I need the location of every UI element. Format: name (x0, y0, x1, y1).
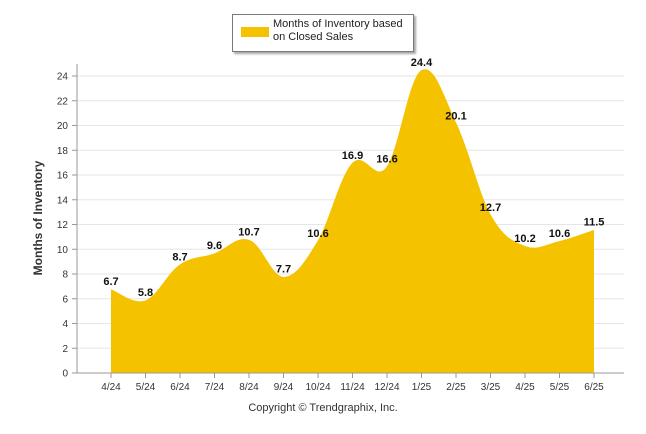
y-tick-label: 14 (57, 195, 69, 206)
data-label: 20.1 (445, 110, 466, 122)
y-tick-label: 12 (57, 220, 69, 231)
x-tick-label: 7/24 (205, 382, 225, 393)
data-label: 16.9 (342, 150, 363, 162)
data-label: 10.6 (307, 228, 328, 240)
data-label: 10.7 (238, 227, 259, 239)
y-tick-label: 10 (57, 245, 69, 256)
x-tick-label: 12/24 (374, 382, 399, 393)
y-tick-label: 8 (62, 270, 68, 281)
x-tick-label: 4/24 (101, 382, 121, 393)
y-tick-label: 18 (57, 146, 69, 157)
data-label: 5.8 (138, 287, 153, 299)
x-tick-label: 4/25 (515, 382, 535, 393)
y-axis-title: Months of Inventory (31, 160, 45, 276)
series-fill (111, 69, 594, 374)
legend-label: Months of Inventory based on Closed Sale… (273, 18, 403, 43)
y-tick-label: 22 (57, 96, 69, 107)
y-tick-label: 16 (57, 171, 69, 182)
copyright-footer: Copyright © Trendgraphix, Inc. (248, 402, 398, 414)
legend-swatch (241, 27, 269, 37)
x-tick-label: 3/25 (481, 382, 501, 393)
data-label: 7.7 (276, 264, 291, 276)
axes (76, 64, 624, 374)
x-tick-label: 5/25 (550, 382, 570, 393)
x-tick-label: 2/25 (446, 382, 466, 393)
data-label: 8.7 (172, 251, 187, 263)
y-tick-label: 20 (57, 121, 69, 132)
x-tick-label: 5/24 (136, 382, 156, 393)
series-area (110, 69, 595, 374)
x-tick-label: 8/24 (239, 382, 259, 393)
y-tick-label: 2 (62, 344, 68, 355)
x-tick-labels: 4/24 5/24 6/24 7/24 8/24 9/24 10/24 11/24 12/24 1… (101, 373, 604, 393)
series-line (110, 69, 595, 303)
data-labels: 6.7 5.8 8.7 9.6 10.7 7.7 10.6 16.9 16.6 24.4 20.1 1… (103, 57, 604, 299)
data-label: 24.4 (411, 57, 433, 69)
x-tick-label: 6/25 (584, 382, 604, 393)
data-label: 11.5 (584, 217, 605, 229)
data-label: 10.6 (549, 228, 570, 240)
data-label: 9.6 (207, 240, 222, 252)
y-tick-label: 0 (62, 369, 68, 380)
x-tick-label: 10/24 (305, 382, 330, 393)
y-tick-label: 6 (62, 294, 68, 305)
data-label: 6.7 (103, 276, 118, 288)
y-tick-label: 24 (57, 72, 69, 83)
legend: Months of Inventory based on Closed Sale… (232, 14, 414, 52)
data-label: 16.6 (376, 154, 397, 166)
x-tick-label: 1/25 (412, 382, 432, 393)
y-tick-label: 4 (62, 319, 68, 330)
x-tick-label: 9/24 (274, 382, 294, 393)
data-label: 10.2 (514, 233, 535, 245)
x-tick-label: 6/24 (170, 382, 190, 393)
data-label: 12.7 (480, 202, 501, 214)
x-tick-label: 11/24 (340, 382, 365, 393)
